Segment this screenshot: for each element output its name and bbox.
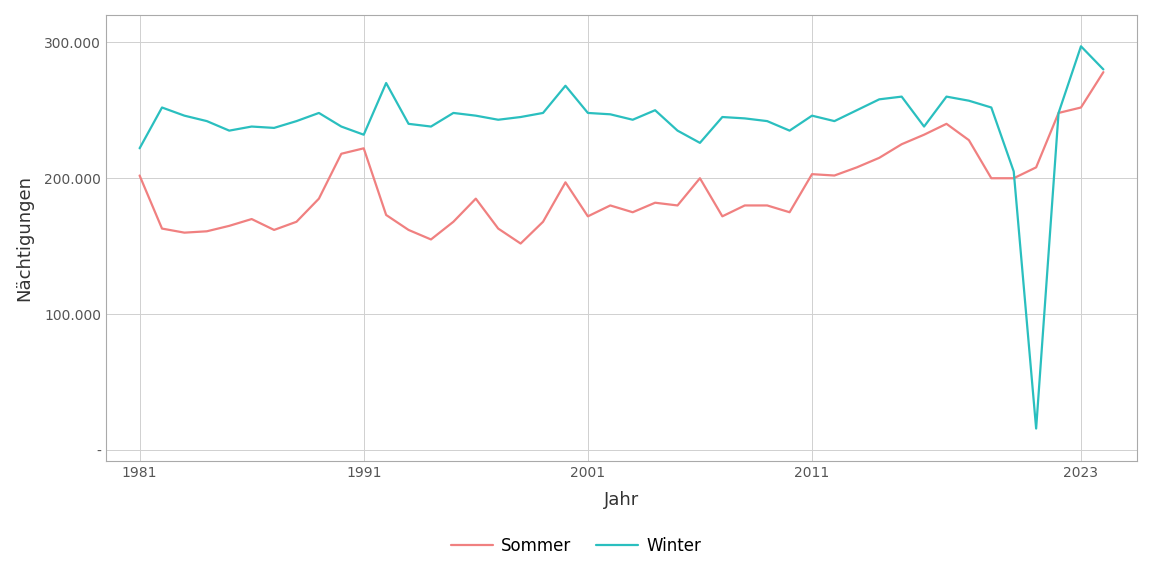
Sommer [737, 202, 751, 209]
Sommer [222, 222, 236, 229]
Winter [872, 96, 886, 103]
Sommer [447, 218, 461, 225]
Winter [715, 113, 729, 120]
Line: Winter: Winter [139, 46, 1104, 429]
Sommer [626, 209, 639, 215]
Winter [559, 82, 573, 89]
Sommer [267, 226, 281, 233]
Sommer [962, 137, 976, 143]
Winter [1074, 43, 1087, 50]
Sommer [850, 164, 864, 171]
Sommer [670, 202, 684, 209]
Winter [917, 123, 931, 130]
Sommer [514, 240, 528, 247]
Sommer [581, 213, 594, 220]
Winter [895, 93, 909, 100]
Sommer [536, 218, 550, 225]
Sommer [132, 172, 146, 179]
Winter [132, 145, 146, 151]
Sommer [1007, 175, 1021, 181]
Winter [1007, 168, 1021, 175]
Sommer [469, 195, 483, 202]
Winter [447, 109, 461, 116]
Sommer [357, 145, 371, 151]
Sommer [940, 120, 954, 127]
Winter [514, 113, 528, 120]
Sommer [424, 236, 438, 243]
Sommer [559, 179, 573, 186]
Winter [200, 118, 214, 124]
Winter [357, 131, 371, 138]
Winter [626, 116, 639, 123]
Winter [604, 111, 617, 118]
Winter [244, 123, 258, 130]
Winter [962, 97, 976, 104]
Sommer [402, 226, 416, 233]
Sommer [805, 170, 819, 177]
Winter [156, 104, 169, 111]
Sommer [289, 218, 303, 225]
Winter [312, 109, 326, 116]
Sommer [177, 229, 191, 236]
Sommer [760, 202, 774, 209]
Winter [1052, 109, 1066, 116]
Legend: Sommer, Winter: Sommer, Winter [445, 530, 707, 562]
Winter [940, 93, 954, 100]
Winter [805, 112, 819, 119]
Sommer [244, 215, 258, 222]
Winter [1029, 425, 1043, 432]
Sommer [782, 209, 796, 215]
Winter [334, 123, 348, 130]
Sommer [334, 150, 348, 157]
Sommer [715, 213, 729, 220]
Winter [402, 120, 416, 127]
Winter [1097, 66, 1111, 73]
Winter [379, 79, 393, 86]
Sommer [1074, 104, 1087, 111]
Winter [469, 112, 483, 119]
Winter [737, 115, 751, 122]
Winter [289, 118, 303, 124]
Winter [985, 104, 999, 111]
Winter [760, 118, 774, 124]
Winter [222, 127, 236, 134]
Sommer [895, 141, 909, 147]
Sommer [604, 202, 617, 209]
Line: Sommer: Sommer [139, 72, 1104, 244]
Winter [536, 109, 550, 116]
Y-axis label: Nächtigungen: Nächtigungen [15, 175, 33, 301]
Sommer [491, 225, 505, 232]
Sommer [649, 199, 662, 206]
Winter [491, 116, 505, 123]
X-axis label: Jahr: Jahr [604, 491, 639, 509]
Winter [782, 127, 796, 134]
Sommer [1052, 109, 1066, 116]
Sommer [1029, 164, 1043, 171]
Sommer [379, 211, 393, 218]
Sommer [917, 131, 931, 138]
Sommer [694, 175, 707, 181]
Sommer [872, 154, 886, 161]
Winter [424, 123, 438, 130]
Winter [581, 109, 594, 116]
Winter [670, 127, 684, 134]
Sommer [827, 172, 841, 179]
Winter [267, 124, 281, 131]
Sommer [156, 225, 169, 232]
Winter [827, 118, 841, 124]
Winter [850, 107, 864, 113]
Winter [694, 139, 707, 146]
Sommer [200, 228, 214, 235]
Winter [177, 112, 191, 119]
Sommer [312, 195, 326, 202]
Winter [649, 107, 662, 113]
Sommer [1097, 69, 1111, 75]
Sommer [985, 175, 999, 181]
